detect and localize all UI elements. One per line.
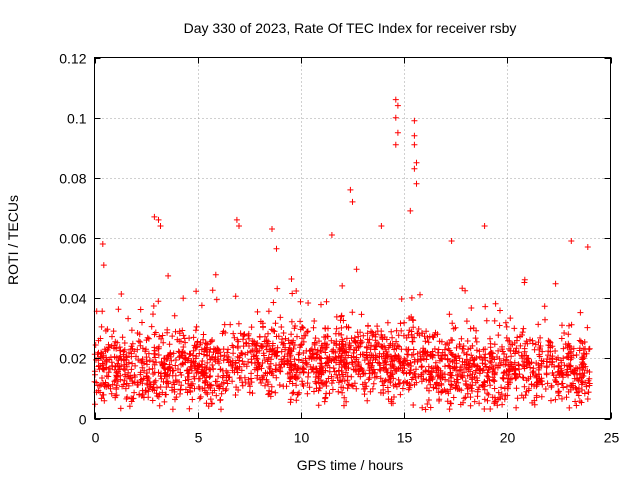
axis-ticks: 0 0.02 0.04 0.06 0.08 0.1 0.12 0 5 10 15 20 25 (59, 51, 619, 446)
roti-point (347, 186, 354, 193)
y-tick-label: 0 (79, 412, 87, 428)
roti-point (568, 238, 575, 244)
x-tick-label: 0 (92, 430, 100, 446)
roti-point (411, 132, 418, 139)
y-tick-label: 0.12 (59, 51, 86, 67)
x-tick-label: 5 (195, 430, 203, 446)
roti-point (151, 213, 158, 220)
roti-point (269, 226, 275, 232)
y-tick-label: 0.08 (59, 171, 86, 187)
y-tick-label: 0.04 (59, 291, 86, 307)
x-tick-label: 20 (500, 430, 516, 446)
roti-point (584, 244, 591, 250)
roti-point (349, 198, 356, 205)
y-axis-label: ROTI / TECUs (5, 195, 21, 285)
chart-title: Day 330 of 2023, Rate Of TEC Index for r… (184, 20, 517, 36)
roti-point (236, 223, 242, 229)
roti-point (157, 223, 164, 229)
roti-point (413, 159, 420, 166)
roti-point (411, 117, 418, 124)
y-tick-label: 0.02 (59, 351, 86, 367)
roti-point (411, 141, 418, 148)
roti-point-cloud (91, 245, 593, 413)
roti-point (99, 241, 106, 247)
roti-point (328, 232, 335, 238)
roti-point (448, 238, 455, 244)
x-tick-label: 25 (604, 430, 620, 446)
roti-point (392, 114, 399, 121)
roti-point (392, 96, 399, 103)
roti-point (407, 207, 414, 214)
y-tick-label: 0.06 (59, 231, 86, 247)
roti-point (413, 180, 420, 187)
roti-point (100, 262, 107, 269)
roti-point (394, 129, 401, 136)
roti-point (392, 141, 399, 148)
x-tick-label: 15 (397, 430, 413, 446)
roti-points (91, 96, 593, 413)
y-tick-label: 0.1 (67, 111, 87, 127)
x-tick-label: 10 (294, 430, 310, 446)
roti-point (378, 223, 385, 229)
roti-point (233, 216, 240, 223)
roti-point (411, 165, 418, 172)
roti-point (155, 216, 162, 223)
roti-point (481, 223, 488, 229)
roti-point (394, 102, 401, 109)
x-axis-label: GPS time / hours (297, 457, 404, 473)
